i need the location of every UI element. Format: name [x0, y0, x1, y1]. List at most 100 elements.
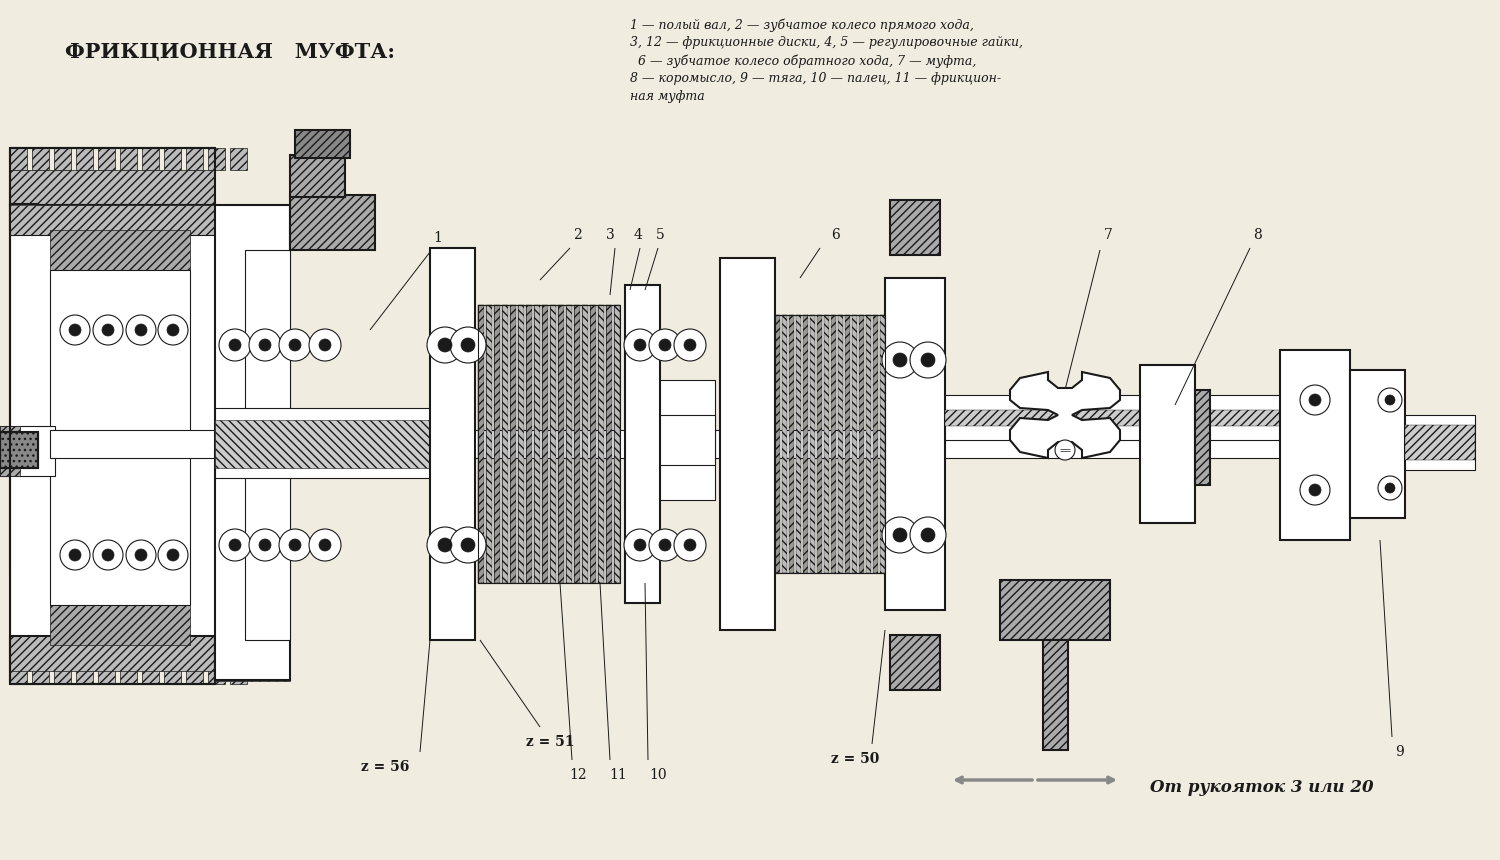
- Bar: [290, 155, 345, 197]
- Bar: [296, 130, 350, 158]
- Bar: [885, 278, 945, 333]
- Bar: [290, 195, 375, 250]
- Text: 1 — полый вал, 2 — зубчатое колесо прямого хода,: 1 — полый вал, 2 — зубчатое колесо прямо…: [630, 18, 974, 32]
- Bar: [660, 380, 716, 500]
- Text: 12: 12: [568, 768, 586, 782]
- Bar: [50, 230, 190, 270]
- Bar: [1350, 370, 1406, 518]
- Circle shape: [438, 338, 452, 352]
- Circle shape: [1378, 476, 1402, 500]
- Bar: [1350, 370, 1406, 410]
- Bar: [142, 662, 159, 684]
- Circle shape: [126, 540, 156, 570]
- Bar: [542, 305, 548, 583]
- Bar: [0, 432, 38, 468]
- Bar: [98, 148, 116, 170]
- Circle shape: [279, 329, 310, 361]
- Bar: [430, 248, 476, 640]
- Circle shape: [624, 329, 656, 361]
- Circle shape: [60, 315, 90, 345]
- Circle shape: [427, 327, 464, 363]
- Bar: [859, 315, 864, 573]
- Bar: [120, 148, 136, 170]
- Circle shape: [93, 315, 123, 345]
- Bar: [76, 148, 93, 170]
- Bar: [831, 315, 836, 573]
- Bar: [10, 640, 214, 670]
- Bar: [885, 555, 945, 610]
- Text: z = 50: z = 50: [831, 752, 879, 766]
- Bar: [50, 270, 190, 605]
- Text: 8 — коромысло, 9 — тяга, 10 — палец, 11 — фрикцион-: 8 — коромысло, 9 — тяга, 10 — палец, 11 …: [630, 72, 1000, 85]
- Bar: [865, 315, 871, 573]
- Bar: [660, 415, 716, 465]
- Circle shape: [290, 539, 302, 551]
- Bar: [1140, 365, 1196, 523]
- Bar: [789, 315, 794, 573]
- Circle shape: [309, 529, 340, 561]
- Text: 1: 1: [433, 231, 442, 245]
- Bar: [1196, 390, 1210, 485]
- Circle shape: [1300, 475, 1330, 505]
- Text: 6 — зубчатое колесо обратного хода, 7 — муфта,: 6 — зубчатое колесо обратного хода, 7 — …: [630, 54, 976, 67]
- Bar: [660, 380, 716, 500]
- Bar: [214, 408, 430, 478]
- Circle shape: [674, 529, 706, 561]
- Circle shape: [1384, 483, 1395, 493]
- Circle shape: [921, 353, 934, 367]
- Bar: [885, 278, 945, 610]
- Text: ФРИКЦИОННАЯ   МУФТА:: ФРИКЦИОННАЯ МУФТА:: [64, 42, 395, 62]
- Bar: [890, 635, 940, 690]
- Bar: [186, 148, 202, 170]
- Circle shape: [320, 539, 332, 551]
- Bar: [720, 575, 776, 630]
- Bar: [776, 315, 885, 573]
- Circle shape: [450, 527, 486, 563]
- Circle shape: [230, 339, 242, 351]
- Bar: [0, 426, 56, 476]
- Text: 4: 4: [633, 228, 642, 242]
- Bar: [10, 148, 214, 205]
- Bar: [1140, 488, 1196, 523]
- Bar: [880, 315, 885, 573]
- Text: 3, 12 — фрикционные диски, 4, 5 — регулировочные гайки,: 3, 12 — фрикционные диски, 4, 5 — регули…: [630, 36, 1023, 49]
- Circle shape: [249, 329, 280, 361]
- Bar: [296, 130, 350, 158]
- Circle shape: [102, 549, 114, 561]
- Circle shape: [279, 529, 310, 561]
- Bar: [720, 258, 776, 313]
- Bar: [494, 305, 500, 583]
- Bar: [873, 315, 877, 573]
- Circle shape: [1300, 385, 1330, 415]
- Bar: [230, 662, 248, 684]
- Circle shape: [650, 529, 681, 561]
- Bar: [1196, 390, 1210, 485]
- Bar: [824, 315, 830, 573]
- Text: z = 56: z = 56: [362, 760, 410, 774]
- Bar: [0, 426, 20, 476]
- Bar: [10, 235, 214, 640]
- Bar: [209, 148, 225, 170]
- Bar: [486, 305, 492, 583]
- Circle shape: [1054, 440, 1076, 460]
- Bar: [844, 315, 850, 573]
- Bar: [1042, 640, 1068, 750]
- Circle shape: [219, 529, 251, 561]
- Bar: [1042, 640, 1068, 750]
- Bar: [1280, 350, 1350, 405]
- Circle shape: [634, 539, 646, 551]
- Bar: [782, 315, 788, 573]
- Circle shape: [634, 339, 646, 351]
- Bar: [1280, 485, 1350, 540]
- Bar: [626, 563, 660, 603]
- Bar: [478, 305, 484, 583]
- Bar: [574, 305, 580, 583]
- Circle shape: [658, 339, 670, 351]
- Bar: [32, 662, 50, 684]
- Bar: [614, 305, 620, 583]
- Circle shape: [166, 324, 178, 336]
- Circle shape: [427, 527, 464, 563]
- Bar: [1406, 425, 1474, 460]
- Bar: [566, 305, 572, 583]
- Circle shape: [1378, 388, 1402, 412]
